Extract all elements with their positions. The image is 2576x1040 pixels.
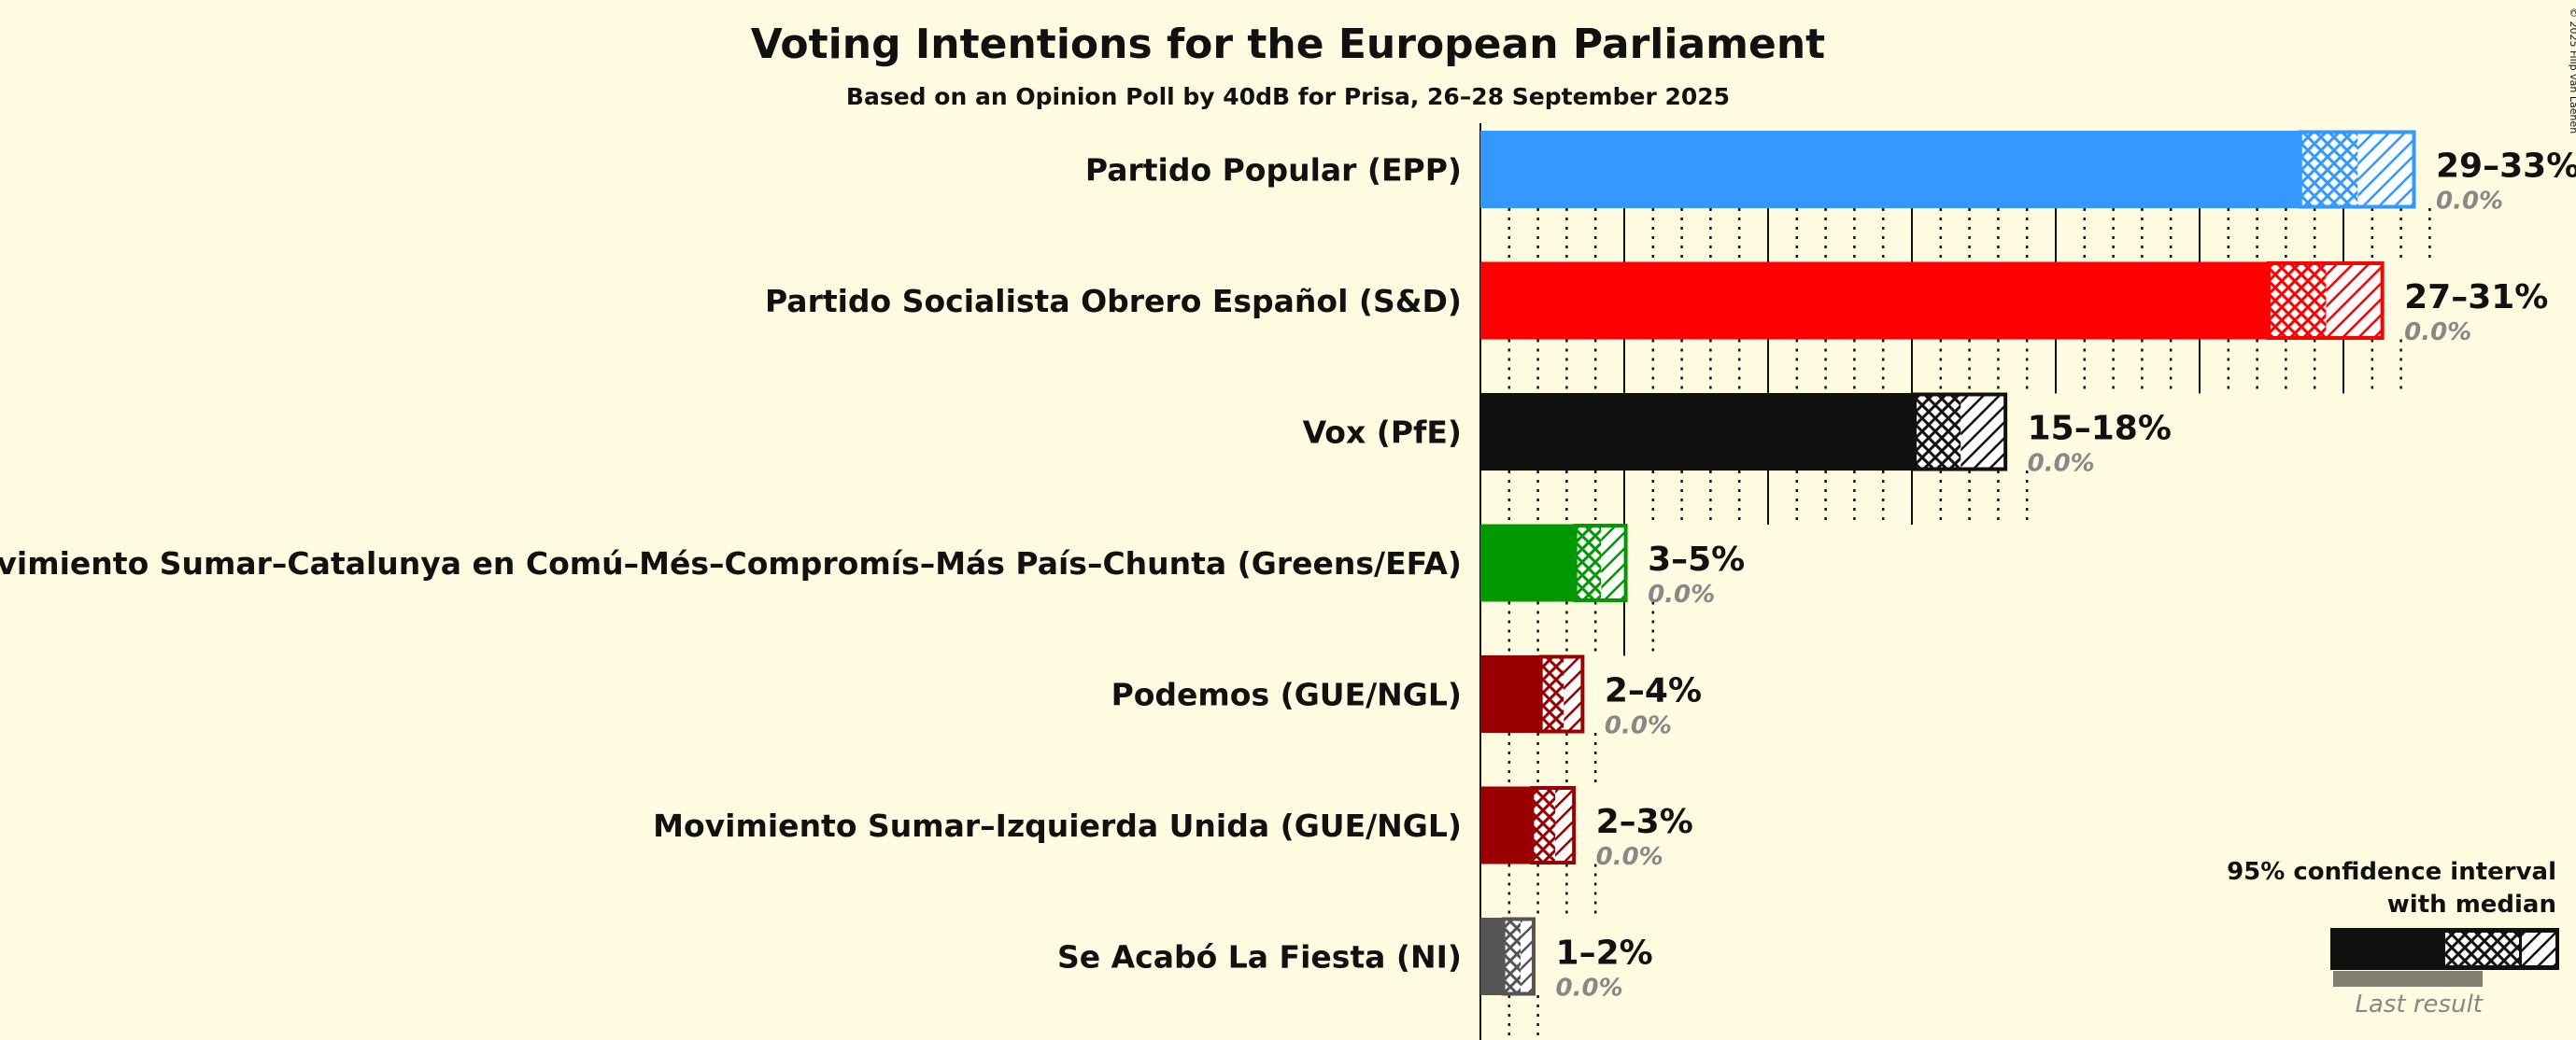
party-label: Vox (PfE) <box>1303 415 1462 451</box>
bar-solid <box>1480 786 1533 864</box>
bar-solid <box>1480 131 2300 208</box>
range-label: 15–18% <box>2028 410 2172 448</box>
range-label: 2–4% <box>1605 672 1702 710</box>
bar-outline <box>2298 130 2416 209</box>
range-label: 3–5% <box>1648 541 1745 579</box>
legend-crosshatch <box>2445 933 2519 965</box>
last-result-label: 0.0% <box>1648 581 1715 609</box>
bars: Partido Popular (EPP) 29–33%0.0%Partido S… <box>0 130 2576 1003</box>
legend-title-line2: with median <box>2387 891 2556 919</box>
chart-title: Voting Intentions for the European Parli… <box>751 21 1825 68</box>
bar-solid <box>1480 393 1916 471</box>
bar-ci-upper <box>1564 658 1584 730</box>
bar-outline <box>2266 261 2385 340</box>
party-label: Partido Popular (EPP) <box>1085 152 1462 189</box>
bar-ci-lower <box>1915 396 1961 468</box>
bar-ci-lower <box>1503 921 1522 992</box>
last-result-label: 0.0% <box>1605 712 1672 740</box>
bar-solid <box>1480 918 1504 995</box>
range-label: 27–31% <box>2404 278 2548 316</box>
bar-ci-lower <box>2268 264 2327 337</box>
last-result-label: 0.0% <box>1596 843 1663 871</box>
bar-outline <box>1501 917 1536 996</box>
bar-solid <box>1480 261 2269 340</box>
legend-last-result-bar <box>2333 971 2483 987</box>
bar-ci-upper <box>1555 789 1576 862</box>
last-result-label: 0.0% <box>2436 188 2503 216</box>
bar-ci-upper <box>2357 134 2415 205</box>
bar-ci-upper <box>2326 264 2385 337</box>
copyright: © 2025 Filip van Laenen <box>2568 7 2576 134</box>
legend-hatch <box>2522 933 2555 965</box>
bar-outline <box>1530 786 1577 864</box>
party-label: Se Acabó La Fiesta (NI) <box>1057 939 1462 976</box>
party-label: Podemos (GUE/NGL) <box>1111 677 1462 713</box>
bar-solid <box>1480 524 1576 602</box>
range-label: 29–33% <box>2436 148 2576 186</box>
last-result-label: 0.0% <box>2028 450 2095 478</box>
party-label: Movimiento Sumar–Izquierda Unida (GUE/NG… <box>653 808 1462 844</box>
bar-solid <box>1480 655 1541 733</box>
party-label: Partido Socialista Obrero Español (S&D) <box>765 283 1462 319</box>
range-label: 2–3% <box>1596 803 1693 841</box>
bar-ci-upper <box>1601 527 1628 599</box>
bar-ci-lower <box>1575 527 1602 599</box>
bar-ci-lower <box>2300 134 2358 205</box>
bar-outline <box>1913 392 2008 471</box>
party-label: Movimiento Sumar–Catalunya en Comú–Més–C… <box>0 545 1462 582</box>
legend-title-line1: 95% confidence interval <box>2227 858 2556 886</box>
bar-outline <box>1538 654 1585 734</box>
last-result-label: 0.0% <box>1556 975 1623 1003</box>
legend: 95% confidence interval with median Last… <box>2227 858 2559 1019</box>
bar-ci-upper <box>1960 396 2007 468</box>
bar-ci-lower <box>1540 658 1564 730</box>
legend-solid-bar <box>2330 928 2559 970</box>
last-result-label: 0.0% <box>2404 318 2471 346</box>
bar-ci-upper <box>1521 921 1536 992</box>
range-label: 1–2% <box>1556 935 1653 973</box>
legend-last-result-label: Last result <box>2355 991 2483 1019</box>
bar-ci-lower <box>1532 789 1556 862</box>
bar-outline <box>1573 524 1628 602</box>
chart-subtitle: Based on an Opinion Poll by 40dB for Pri… <box>846 83 1730 110</box>
